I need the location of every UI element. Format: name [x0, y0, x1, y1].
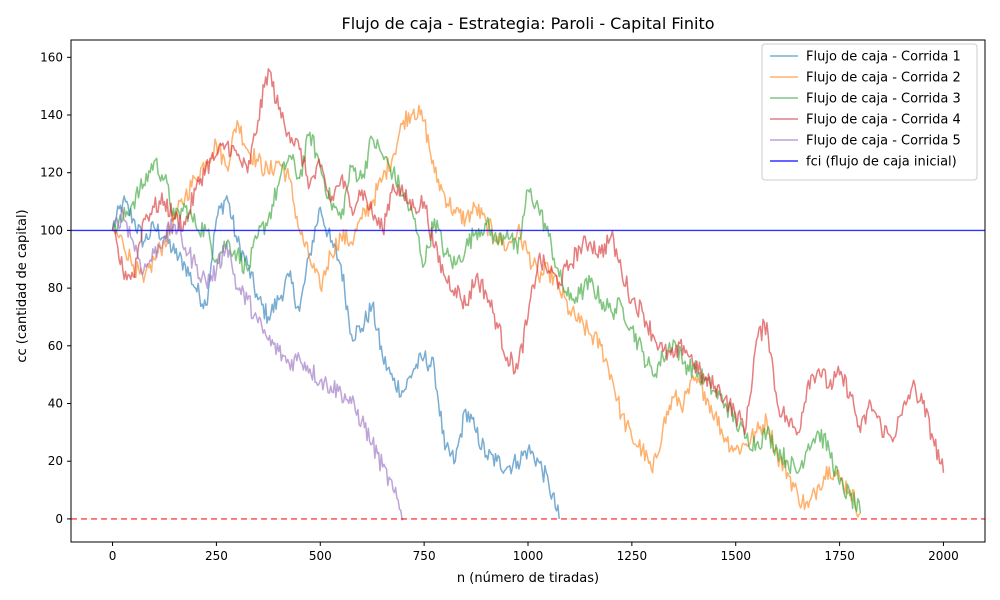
series-line-5 — [111, 206, 404, 521]
y-tick-label: 100 — [40, 223, 63, 237]
chart-title: Flujo de caja - Estrategia: Paroli - Cap… — [342, 14, 715, 33]
legend-entry-label: Flujo de caja - Corrida 4 — [806, 113, 961, 128]
x-axis-title: n (número de tiradas) — [457, 571, 599, 586]
series-layer — [71, 68, 985, 521]
y-tick-label: 20 — [48, 454, 63, 468]
y-tick-label: 60 — [48, 339, 63, 353]
legend-entry-label: fci (flujo de caja inicial) — [806, 155, 957, 170]
legend-entry-label: Flujo de caja - Corrida 1 — [806, 50, 961, 65]
x-tick-label: 250 — [205, 549, 228, 563]
legend-entry-label: Flujo de caja - Corrida 5 — [806, 134, 961, 149]
legend-entry-label: Flujo de caja - Corrida 3 — [806, 92, 961, 107]
legend-entry-label: Flujo de caja - Corrida 2 — [806, 71, 961, 86]
axes-layer: 0 250 500 750 1000 1250 1500 1750 2000 0 20 40 60 80 1… — [40, 39, 986, 563]
y-axis-title: cc (cantidad de capital) — [15, 209, 30, 362]
y-tick-label: 120 — [40, 166, 63, 180]
x-tick-label: 1500 — [720, 549, 751, 563]
x-tick-label: 500 — [309, 549, 332, 563]
x-tick-label: 750 — [413, 549, 436, 563]
legend-box — [761, 43, 978, 181]
y-tick-label: 40 — [48, 397, 63, 411]
x-tick-label: 1000 — [513, 549, 544, 563]
x-tick-label: 1750 — [824, 549, 855, 563]
x-tick-label: 1250 — [617, 549, 648, 563]
y-tick-label: 0 — [55, 512, 63, 526]
x-tick-label: 2000 — [928, 549, 959, 563]
y-tick-label: 140 — [40, 108, 63, 122]
x-tick-label: 0 — [109, 549, 117, 563]
series-line-4 — [112, 68, 945, 473]
y-tick-label: 160 — [40, 50, 63, 64]
y-tick-label: 80 — [48, 281, 63, 295]
legend: Flujo de caja - Corrida 1 Flujo de caja -… — [761, 43, 978, 181]
